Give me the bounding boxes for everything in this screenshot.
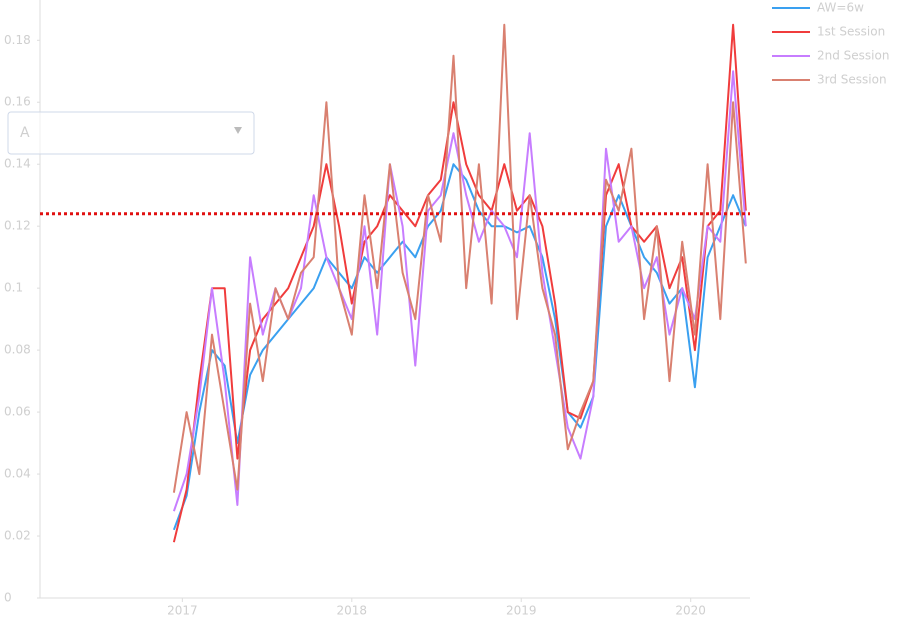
legend-label: AW=6w — [817, 1, 864, 15]
y-tick-label: 0.02 — [4, 529, 31, 543]
y-tick-label: 0.16 — [4, 95, 31, 109]
dropdown-text[interactable]: A — [20, 125, 30, 141]
y-tick-label: 0.14 — [4, 157, 31, 171]
y-tick-label: 0.18 — [4, 33, 31, 47]
selector[interactable]: A — [7, 111, 255, 155]
legend-label: 2nd Session — [817, 49, 889, 63]
series-line — [172, 23, 747, 543]
y-tick-label: 0 — [4, 591, 12, 605]
plot-area — [40, 23, 750, 543]
x-tick-label: 2020 — [675, 604, 706, 618]
y-tick-label: 0.06 — [4, 405, 31, 419]
series-line — [172, 23, 747, 493]
y-tick-label: 0.08 — [4, 343, 31, 357]
y-tick-label: 0.04 — [4, 467, 31, 481]
legend-label: 1st Session — [817, 25, 885, 39]
y-tick-label: 0.1 — [4, 281, 23, 295]
legend-label: 3rd Session — [817, 73, 887, 87]
x-tick-label: 2018 — [337, 604, 368, 618]
dropdown-box[interactable] — [7, 111, 255, 155]
series-line — [172, 163, 747, 531]
y-tick-label: 0.12 — [4, 219, 31, 233]
x-tick-label: 2019 — [506, 604, 537, 618]
x-tick-label: 2017 — [167, 604, 198, 618]
dropdown-arrow[interactable] — [234, 127, 242, 134]
